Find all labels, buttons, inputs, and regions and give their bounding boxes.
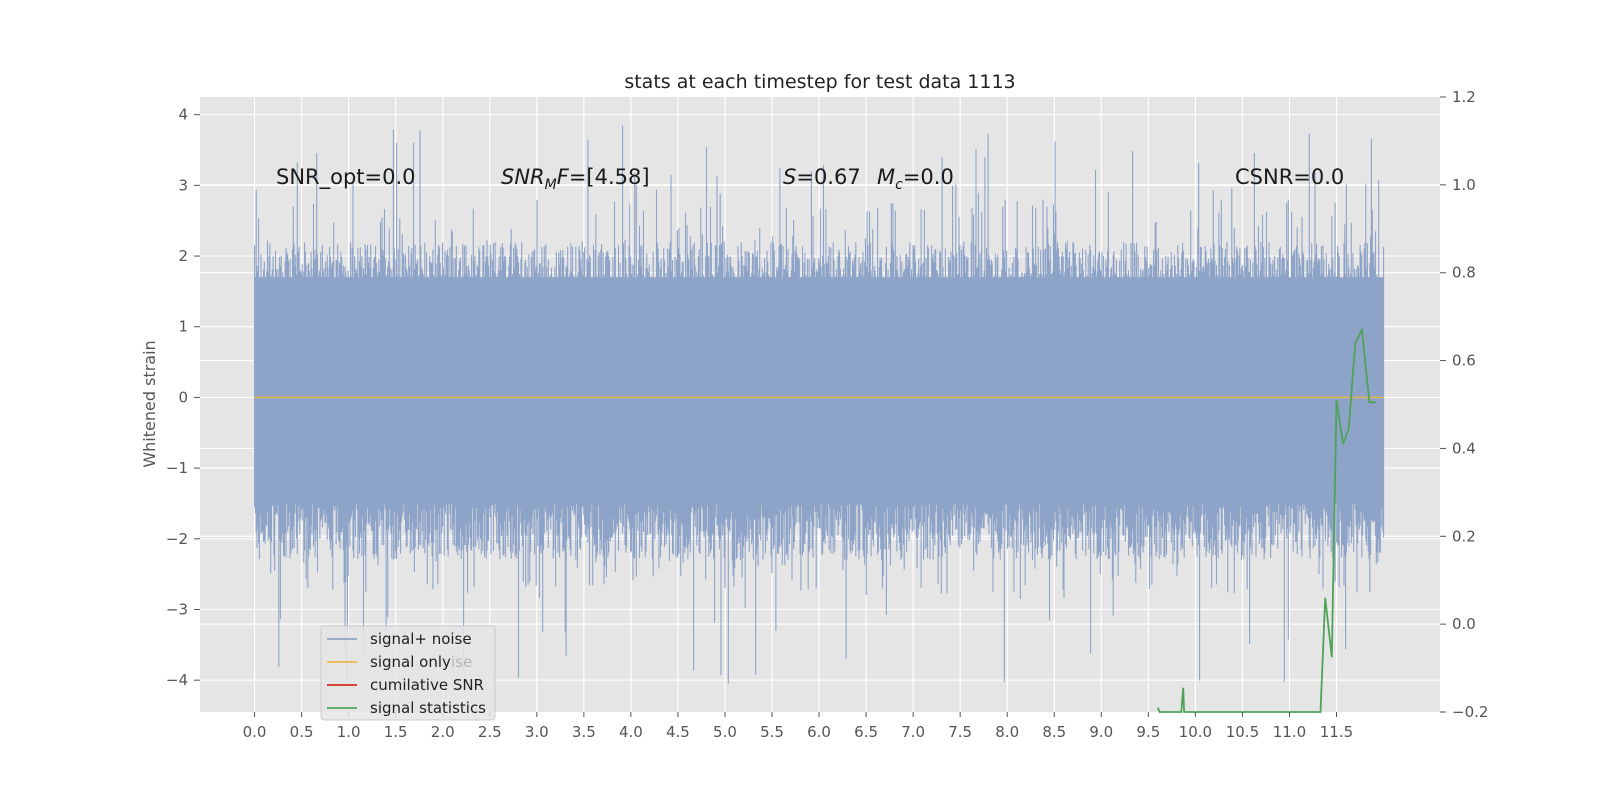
x-tick-label: 3.5 xyxy=(572,723,596,741)
chart-title: stats at each timestep for test data 111… xyxy=(624,71,1015,93)
annotation-mc: Mc=0.0 xyxy=(877,165,954,193)
y-tick-label: 0 xyxy=(178,388,188,406)
legend-label-cumilative-snr: cumilative SNR xyxy=(370,676,484,694)
x-tick-label: 8.0 xyxy=(995,723,1019,741)
x-tick-label: 9.0 xyxy=(1089,723,1113,741)
x-tick-label: 5.5 xyxy=(760,723,784,741)
x-tick-label: 0.0 xyxy=(243,723,267,741)
annotation-s: S=0.67 xyxy=(783,165,861,189)
x-tick-label: 1.5 xyxy=(384,723,408,741)
y-tick-label: −3 xyxy=(166,601,188,619)
y2-tick-label: 0.6 xyxy=(1452,352,1476,370)
x-tick-label: 11.0 xyxy=(1273,723,1306,741)
y-tick-label: −1 xyxy=(166,459,188,477)
x-tick-label: 0.5 xyxy=(290,723,314,741)
x-tick-label: 3.0 xyxy=(525,723,549,741)
y2-axis-ticks: −0.2 0.0 0.2 0.4 0.6 0.8 1.0 1.2 xyxy=(1440,88,1488,721)
x-tick-label: 5.0 xyxy=(713,723,737,741)
x-tick-label: 4.5 xyxy=(666,723,690,741)
x-tick-label: 4.0 xyxy=(619,723,643,741)
y2-tick-label: 1.2 xyxy=(1452,88,1476,106)
x-tick-label: 6.0 xyxy=(807,723,831,741)
x-tick-label: 8.5 xyxy=(1042,723,1066,741)
noise-trace xyxy=(254,125,1385,684)
x-tick-label: 11.5 xyxy=(1320,723,1353,741)
y2-tick-label: −0.2 xyxy=(1452,703,1488,721)
x-tick-label: 1.0 xyxy=(337,723,361,741)
y-tick-label: −2 xyxy=(166,530,188,548)
y-axis-ticks: −4 −3 −2 −1 0 1 2 3 4 xyxy=(166,106,200,689)
x-tick-label: 7.5 xyxy=(948,723,972,741)
x-tick-label: 7.0 xyxy=(901,723,925,741)
x-tick-label: 10.5 xyxy=(1226,723,1259,741)
y2-tick-label: 0.8 xyxy=(1452,264,1476,282)
x-tick-label: 2.5 xyxy=(478,723,502,741)
y-tick-label: 2 xyxy=(178,247,188,265)
y-axis-label: Whitened strain xyxy=(140,340,159,467)
y2-tick-label: 0.0 xyxy=(1452,615,1476,633)
x-tick-label: 10.0 xyxy=(1179,723,1212,741)
y-tick-label: 3 xyxy=(178,176,188,194)
annotation-snr-opt: SNR_opt=0.0 xyxy=(276,165,416,190)
y-tick-label: 1 xyxy=(178,318,188,336)
y2-tick-label: 0.4 xyxy=(1452,439,1476,457)
x-tick-label: 9.5 xyxy=(1136,723,1160,741)
y-tick-label: 4 xyxy=(178,106,188,124)
y-tick-label: −4 xyxy=(166,671,188,689)
legend-label-signal-statistics: signal statistics xyxy=(370,699,486,717)
legend: ise signal+ noise signal only cumilative… xyxy=(320,625,496,721)
y2-tick-label: 0.2 xyxy=(1452,527,1476,545)
x-tick-label: 6.5 xyxy=(854,723,878,741)
signal-noise-series xyxy=(254,125,1385,684)
annotation-snr-mf: SNRMF=[4.58] xyxy=(501,165,650,193)
signal-statistics-series xyxy=(1156,326,1376,713)
x-tick-label: 2.0 xyxy=(431,723,455,741)
annotation-csnr: CSNR=0.0 xyxy=(1235,165,1344,189)
legend-label-signal-only: signal only xyxy=(370,653,451,671)
legend-ghost-text: ise xyxy=(451,653,472,671)
y2-tick-label: 1.0 xyxy=(1452,176,1476,194)
legend-box xyxy=(320,625,496,721)
legend-label-noise: signal+ noise xyxy=(370,630,472,648)
x-axis-ticks: 0.0 0.5 1.0 1.5 2.0 2.5 3.0 3.5 4.0 4.5 5.0 5.5 6.0 6… xyxy=(243,712,1353,741)
